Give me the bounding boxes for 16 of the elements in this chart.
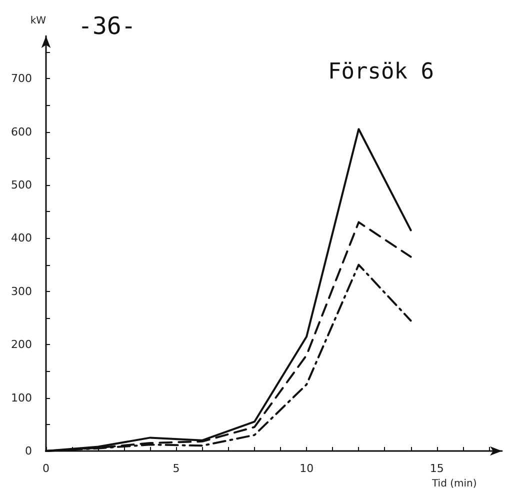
x-tick-label: 15	[430, 462, 444, 475]
y-tick-label: 100	[11, 391, 32, 404]
y-tick-label: 600	[11, 125, 32, 138]
x-axis-title: Tid (min)	[431, 478, 477, 490]
x-tick-label: 10	[300, 462, 314, 475]
y-tick-label: 200	[11, 338, 32, 352]
y-tick-label: 700	[11, 72, 32, 86]
y-tick-label: 300	[11, 284, 32, 298]
y-tick-label: 400	[11, 232, 32, 245]
x-tick-label: 5	[172, 462, 180, 475]
y-axis-title: kW	[30, 16, 46, 26]
y-tick-label: 0	[25, 444, 32, 458]
x-tick-label: 0	[42, 462, 50, 475]
text: Försök 6	[328, 60, 434, 84]
y-tick-label: 500	[11, 178, 32, 192]
annotation: -36-	[78, 12, 136, 40]
